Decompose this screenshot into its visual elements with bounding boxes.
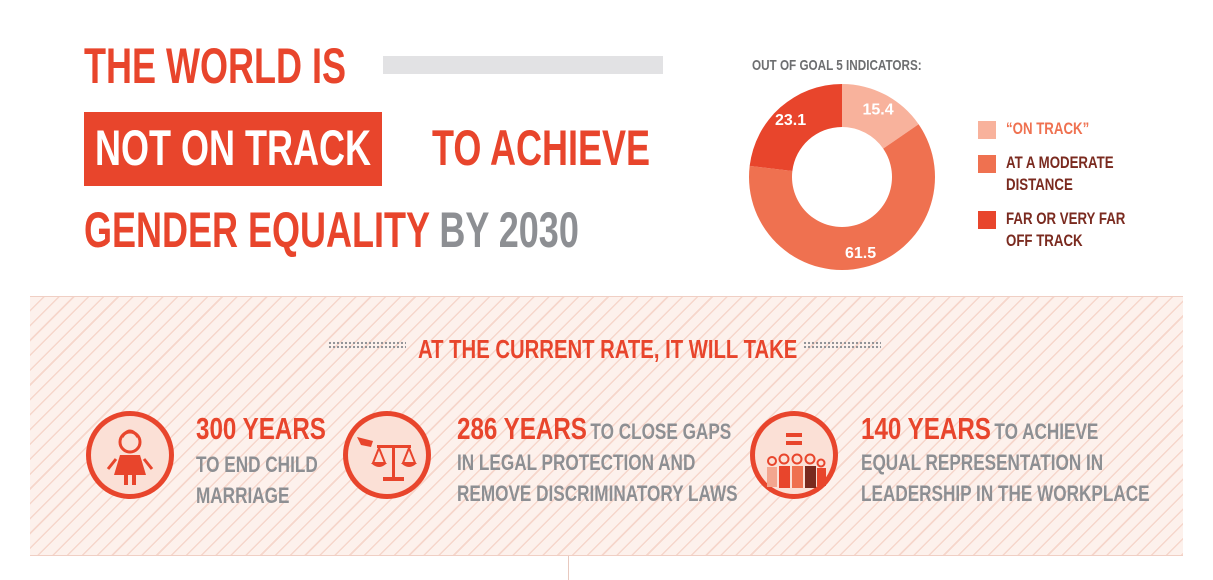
item-leadership: 140 YEARS TO ACHIEVE EQUAL REPRESENTATIO… bbox=[861, 411, 1150, 509]
item-3-lead: TO ACHIEVE bbox=[994, 419, 1099, 444]
donut-slice-0 bbox=[842, 84, 919, 149]
item-1-line-1: TO END CHILD bbox=[196, 452, 318, 477]
headline-by-2030: BY 2030 bbox=[439, 202, 579, 258]
donut-slice-label-2: 23.1 bbox=[775, 112, 806, 129]
donut-slice-label-1: 61.5 bbox=[845, 245, 876, 262]
donut-chart: 15.4 61.5 23.1 bbox=[749, 84, 935, 270]
headline-gender-equality: GENDER EQUALITY bbox=[84, 202, 430, 258]
legend-swatch-1 bbox=[978, 155, 996, 173]
chart-title: OUT OF GOAL 5 INDICATORS: bbox=[752, 57, 922, 74]
legend-label-0: “ON TRACK” bbox=[1006, 119, 1090, 138]
donut-slice-label-0: 15.4 bbox=[862, 101, 893, 118]
legend-label-1: AT A MODERATE DISTANCE bbox=[1006, 153, 1114, 194]
item-2-years: 286 YEARS bbox=[457, 411, 587, 446]
child-bride-icon bbox=[86, 411, 174, 499]
dotted-rule-left bbox=[328, 341, 406, 349]
legend-item-0: “ON TRACK” bbox=[978, 118, 1206, 140]
headline-line-2: TO ACHIEVE bbox=[432, 120, 651, 176]
headline-highlight-box bbox=[84, 112, 382, 186]
item-3-line-1: EQUAL REPRESENTATION IN bbox=[861, 450, 1104, 475]
band-top-border bbox=[30, 296, 1183, 297]
equal-representation-icon bbox=[750, 411, 838, 499]
item-3-years: 140 YEARS bbox=[861, 411, 991, 446]
legend-item-2: FAR OR VERY FAR OFF TRACK bbox=[978, 208, 1206, 252]
legend-swatch-0 bbox=[978, 121, 996, 139]
item-1-years: 300 YEARS bbox=[196, 411, 326, 446]
legend-item-1: AT A MODERATE DISTANCE bbox=[978, 152, 1206, 196]
item-2-line-2: REMOVE DISCRIMINATORY LAWS bbox=[457, 481, 738, 506]
scales-of-justice-icon bbox=[343, 411, 431, 499]
legend-swatch-2 bbox=[978, 211, 996, 229]
item-1-line-2: MARRIAGE bbox=[196, 483, 290, 508]
decorative-grey-bar bbox=[383, 56, 663, 74]
bottom-divider bbox=[568, 556, 569, 580]
headline-line-1: THE WORLD IS bbox=[84, 38, 346, 94]
donut-slice-2 bbox=[749, 84, 842, 172]
item-3-line-2: LEADERSHIP IN THE WORKPLACE bbox=[861, 481, 1150, 506]
item-2-lead: TO CLOSE GAPS bbox=[590, 419, 732, 444]
rate-title: AT THE CURRENT RATE, IT WILL TAKE bbox=[418, 334, 798, 364]
headline-line-3: GENDER EQUALITY BY 2030 bbox=[84, 202, 579, 258]
chart-legend: “ON TRACK” AT A MODERATE DISTANCE FAR OR V… bbox=[978, 118, 1206, 264]
item-2-line-1: IN LEGAL PROTECTION AND bbox=[457, 450, 696, 475]
headline-highlight-text: NOT ON TRACK bbox=[95, 120, 371, 176]
rate-band bbox=[30, 297, 1183, 555]
item-child-marriage: 300 YEARS TO END CHILD MARRIAGE bbox=[196, 411, 326, 511]
donut-slice-1 bbox=[749, 124, 935, 270]
item-legal-protection: 286 YEARS TO CLOSE GAPS IN LEGAL PROTECT… bbox=[457, 411, 738, 509]
legend-label-2: FAR OR VERY FAR OFF TRACK bbox=[1006, 209, 1126, 250]
band-bottom-border bbox=[30, 555, 1183, 556]
dotted-rule-right bbox=[803, 341, 881, 349]
